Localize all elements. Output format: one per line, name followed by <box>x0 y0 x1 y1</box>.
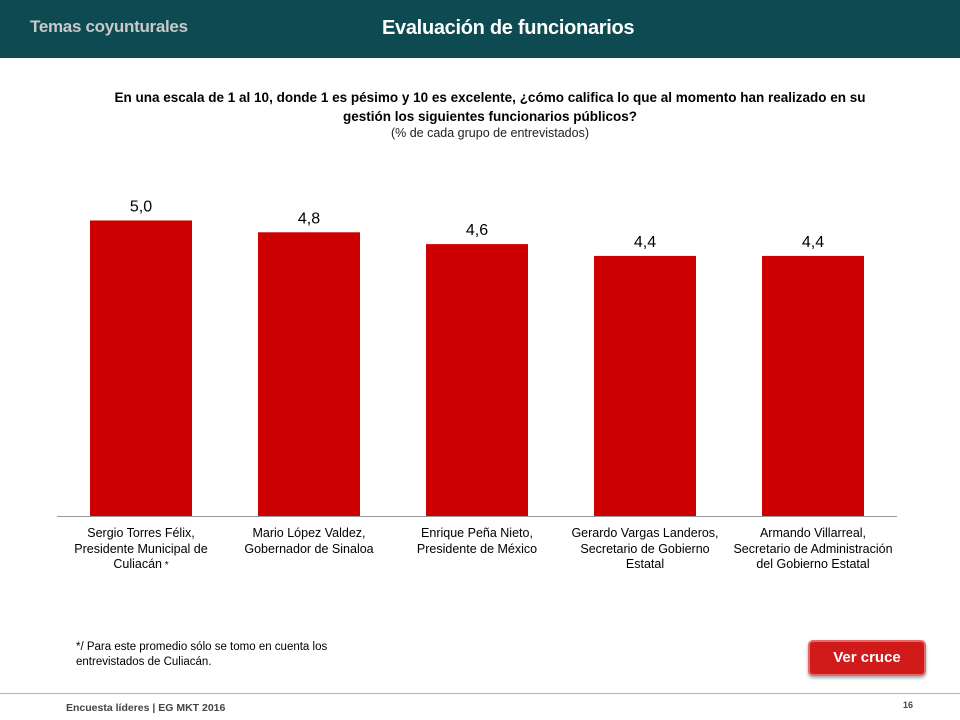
category-label-3: Enrique Peña Nieto, Presidente de México <box>416 526 538 556</box>
bar-5 <box>762 255 864 516</box>
survey-question: En una escala de 1 al 10, donde 1 es pés… <box>114 90 866 124</box>
category-label-2: Mario López Valdez, Gobernador de Sinalo… <box>244 526 374 556</box>
value-label-4: 4,4 <box>634 234 656 251</box>
value-label-5: 4,4 <box>802 234 824 251</box>
ver-cruce-button[interactable]: Ver cruce <box>808 640 926 676</box>
value-label-2: 4,8 <box>298 210 320 227</box>
bar-4 <box>594 255 696 516</box>
header-bar: Temas coyunturales Evaluación de funcion… <box>0 0 960 58</box>
page-number: 16 <box>903 700 914 710</box>
value-label-3: 4,6 <box>466 222 488 239</box>
bar-3 <box>426 244 528 516</box>
page-title: Evaluación de funcionarios <box>382 17 635 39</box>
section-label: Temas coyunturales <box>30 17 188 36</box>
category-label-4: Gerardo Vargas Landeros, Secretario de G… <box>571 526 719 571</box>
question-note: (% de cada grupo de entrevistados) <box>390 126 590 140</box>
footnote-marker: * <box>161 560 169 571</box>
bar-2 <box>258 232 360 517</box>
footnote: */ Para este promedio sólo se tomo en cu… <box>76 641 328 668</box>
bar-1 <box>90 220 192 516</box>
category-label-1: Sergio Torres Félix, Presidente Municipa… <box>74 526 208 571</box>
footer-divider <box>0 693 960 694</box>
category-label-5: Armando Villarreal, Secretario de Admini… <box>733 526 893 571</box>
value-label-1: 5,0 <box>130 198 152 215</box>
footer-source: Encuesta líderes | EG MKT 2016 <box>66 702 226 714</box>
